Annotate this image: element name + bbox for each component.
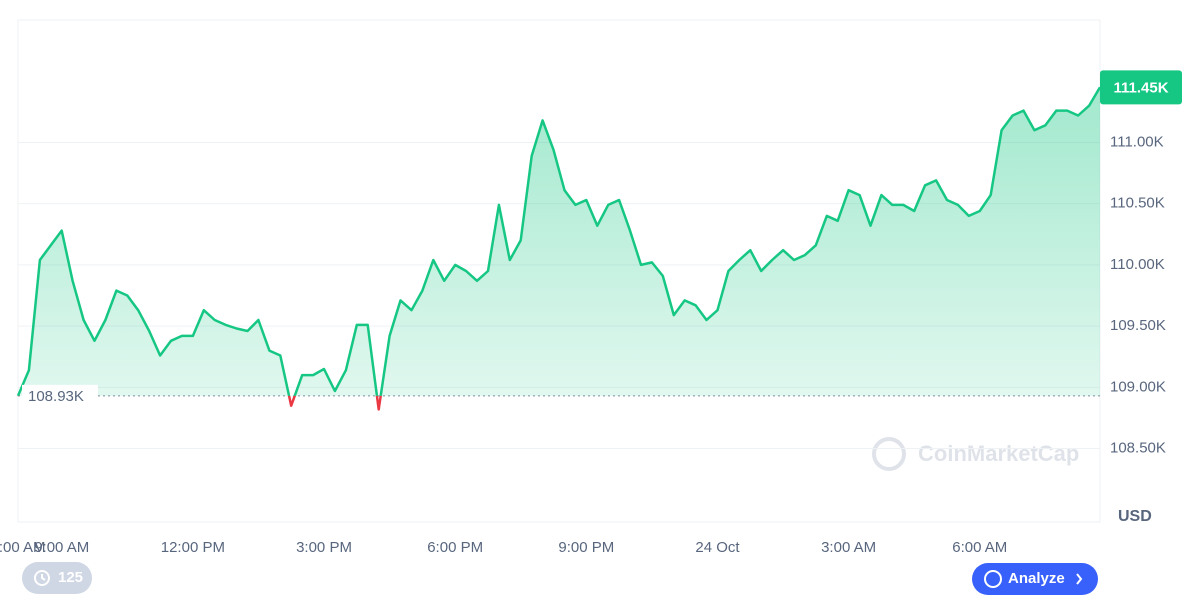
price-area: [18, 87, 1100, 396]
x-tick-label: 6:00 PM: [427, 539, 483, 556]
y-tick-label: 111.00K: [1110, 133, 1164, 150]
baseline-label: 108.93K: [28, 388, 84, 405]
baseline-label-bg: [22, 384, 98, 407]
y-tick-label: 109.50K: [1110, 317, 1166, 334]
price-line: [16, 86, 1102, 396]
y-unit: USD: [1118, 508, 1152, 525]
x-tick-label: 9:00 AM: [34, 539, 89, 556]
analyze-label[interactable]: Analyze: [1008, 570, 1065, 587]
y-tick-label: 109.00K: [1110, 378, 1166, 395]
history-count[interactable]: 125: [58, 569, 83, 586]
x-tick-label: 24 Oct: [695, 539, 740, 556]
x-tick-label: 3:00 PM: [296, 539, 352, 556]
y-tick-label: 110.50K: [1110, 195, 1165, 212]
current-price-box: [1100, 70, 1182, 105]
watermark-text: CoinMarketCap: [918, 441, 1079, 466]
watermark: CoinMarketCap: [872, 437, 1079, 471]
y-tick-label: 110.00K: [1110, 256, 1165, 273]
current-price-label: 111.45K: [1113, 79, 1168, 96]
history-button[interactable]: 125: [22, 562, 92, 594]
x-tick-label: 12:00 PM: [161, 539, 225, 556]
x-tick-label: 9:00 PM: [558, 539, 614, 556]
x-tick-label: 8:00 AM: [0, 539, 46, 556]
y-tick-label: 108.50K: [1110, 440, 1166, 457]
x-tick-label: 3:00 AM: [821, 539, 876, 556]
analyze-button[interactable]: Analyze: [972, 563, 1098, 595]
x-tick-label: 6:00 AM: [952, 539, 1007, 556]
